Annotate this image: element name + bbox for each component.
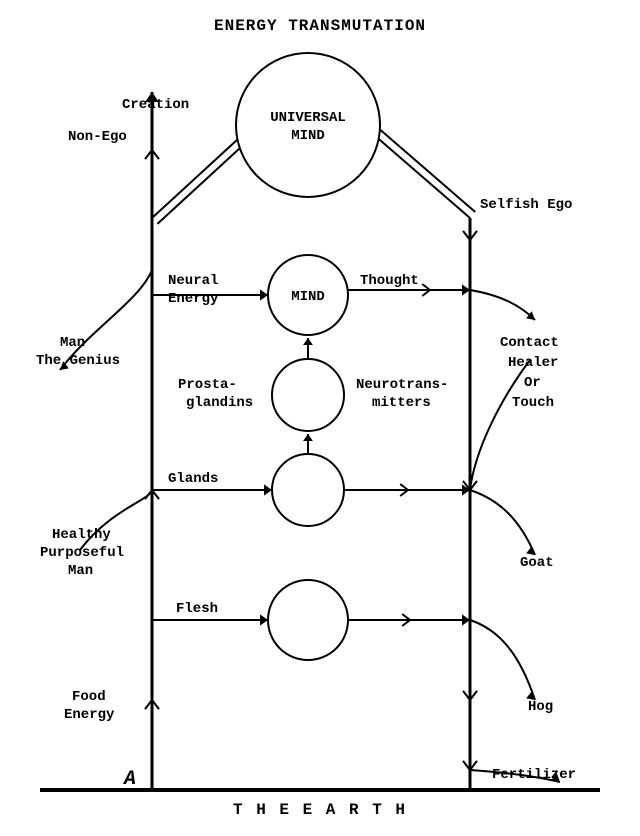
svg-text:Energy: Energy	[168, 291, 219, 307]
svg-text:MIND: MIND	[291, 128, 325, 144]
svg-text:Creation: Creation	[122, 97, 189, 113]
svg-text:Energy: Energy	[64, 707, 115, 723]
svg-text:Food: Food	[72, 689, 106, 705]
svg-text:Or: Or	[524, 375, 541, 391]
svg-text:glandins: glandins	[186, 395, 253, 411]
svg-text:A: A	[122, 768, 136, 791]
svg-text:mitters: mitters	[372, 395, 431, 411]
svg-text:Touch: Touch	[512, 395, 554, 411]
svg-text:Healer: Healer	[508, 355, 558, 371]
svg-text:Selfish Ego: Selfish Ego	[480, 197, 572, 213]
svg-text:Thought: Thought	[360, 273, 419, 289]
svg-text:Purposeful: Purposeful	[40, 545, 124, 561]
svg-text:Fertilizer: Fertilizer	[492, 767, 576, 783]
svg-text:Neural: Neural	[168, 273, 218, 289]
svg-text:Healthy: Healthy	[52, 527, 111, 543]
svg-text:Prosta-: Prosta-	[178, 377, 237, 393]
svg-text:Man: Man	[60, 335, 85, 351]
svg-text:ENERGY TRANSMUTATION: ENERGY TRANSMUTATION	[214, 17, 426, 35]
svg-text:T H E E A R T H: T H E E A R T H	[233, 801, 407, 819]
svg-text:Neurotrans-: Neurotrans-	[356, 377, 448, 393]
svg-text:Glands: Glands	[168, 471, 218, 487]
svg-text:Hog: Hog	[528, 699, 553, 715]
svg-text:Non-Ego: Non-Ego	[68, 129, 127, 145]
svg-text:MIND: MIND	[291, 289, 325, 305]
svg-text:The Genius: The Genius	[36, 353, 120, 369]
svg-text:Contact: Contact	[500, 335, 559, 351]
svg-text:Goat: Goat	[520, 555, 554, 571]
svg-text:Flesh: Flesh	[176, 601, 218, 617]
svg-text:Man: Man	[68, 563, 93, 579]
svg-text:UNIVERSAL: UNIVERSAL	[270, 110, 346, 126]
